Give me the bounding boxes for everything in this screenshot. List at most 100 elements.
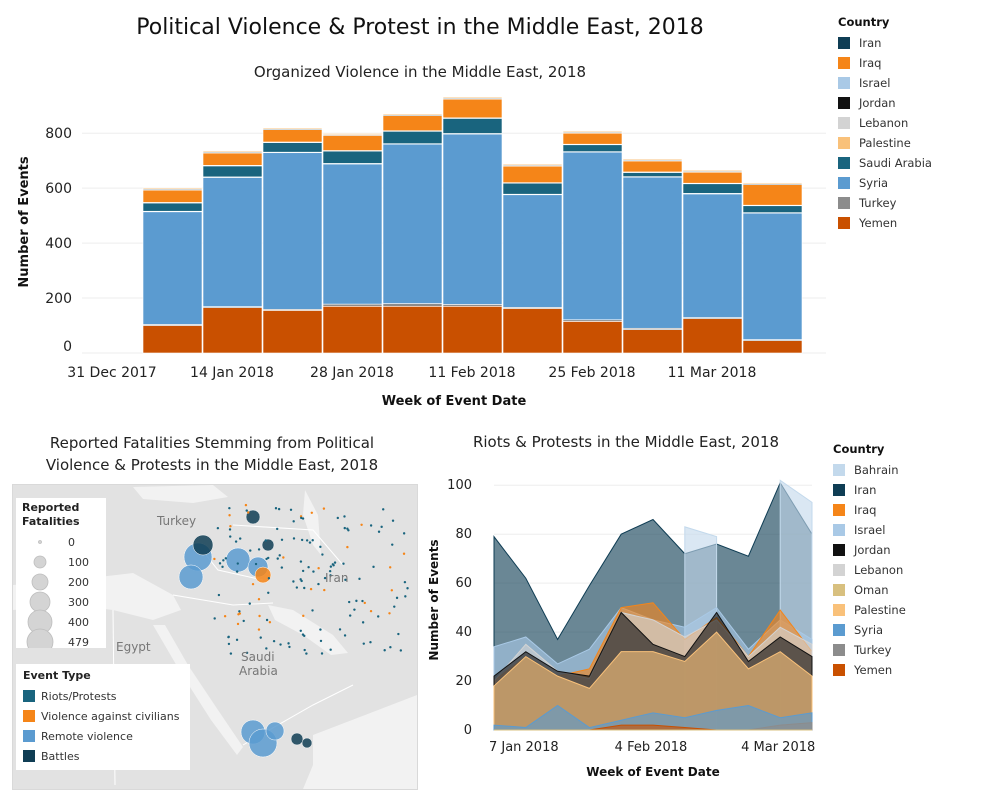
map-marker-small[interactable] [360,523,363,526]
bar-segment-iraq[interactable] [262,129,323,143]
map-marker-small[interactable] [323,576,327,580]
map-marker-small[interactable] [312,570,315,573]
area-series-syria[interactable] [493,704,813,731]
bar-segment-yemen[interactable] [562,321,623,354]
map-marker-small[interactable] [362,642,365,645]
map-marker-small[interactable] [343,634,347,637]
map-marker-small[interactable] [317,567,320,570]
legend-item-saudi-arabia[interactable]: Saudi Arabia [838,153,932,173]
area-series-palestine[interactable] [493,631,813,731]
bar-segment-saudi-arabia[interactable] [382,130,443,144]
bar-segment-palestine[interactable] [142,187,203,190]
map-marker-small[interactable] [287,642,290,645]
legend-item-palestine[interactable]: Palestine [833,600,906,620]
map-marker-small[interactable] [343,515,346,518]
bar-segment-yemen[interactable] [382,305,443,354]
map-marker-small[interactable] [264,539,268,542]
map-marker-small[interactable] [402,552,406,555]
bar-segment-saudi-arabia[interactable] [442,118,503,134]
map-marker-small[interactable] [228,506,231,510]
map-marker-small[interactable] [361,621,365,624]
map-marker-small[interactable] [227,635,230,639]
map-marker-small[interactable] [301,633,305,636]
map-marker-small[interactable] [308,541,312,544]
map-marker-small[interactable] [299,560,303,563]
legend-item-iran[interactable]: Iran [838,33,932,53]
map-marker-small[interactable] [276,557,279,560]
map-marker-small[interactable] [305,539,309,542]
map-marker-small[interactable] [221,565,224,569]
bar-segment-iraq[interactable] [322,135,383,151]
map-marker-small[interactable] [380,525,383,529]
map-marker-small[interactable] [279,643,282,646]
legend-item-israel[interactable]: Israel [833,520,906,540]
map-marker-small[interactable] [234,540,238,543]
map-marker-small[interactable] [238,610,241,613]
map-marker-small[interactable] [399,649,403,652]
bar-segment-palestine[interactable] [562,130,623,133]
map-marker-small[interactable] [303,586,306,590]
legend-item-syria[interactable]: Syria [838,173,932,193]
event-legend-remote-violence[interactable]: Remote violence [23,726,190,746]
map-marker-small[interactable] [216,526,220,530]
bar-segment-syria[interactable] [262,152,323,310]
legend-item-iraq[interactable]: Iraq [833,500,906,520]
map-marker-battles[interactable] [245,509,261,525]
bar-segment-turkey[interactable] [382,303,443,307]
map-marker-small[interactable] [249,549,252,552]
map-marker-small[interactable] [342,562,345,565]
legend-item-lebanon[interactable]: Lebanon [833,560,906,580]
map-marker-small[interactable] [377,530,381,533]
bar-segment-saudi-arabia[interactable] [622,172,683,177]
map-marker-small[interactable] [227,642,231,646]
legend-item-iran[interactable]: Iran [833,480,906,500]
legend-item-jordan[interactable]: Jordan [838,93,932,113]
legend-item-jordan[interactable]: Jordan [833,540,906,560]
map-marker-small[interactable] [228,514,231,517]
bar-segment-yemen[interactable] [142,325,203,354]
legend-item-turkey[interactable]: Turkey [838,193,932,213]
map-marker-battles[interactable] [261,538,275,552]
bar-segment-iraq[interactable] [502,165,563,183]
map-marker-small[interactable] [292,520,295,523]
bar-segment-saudi-arabia[interactable] [202,165,263,178]
map-marker-small[interactable] [217,593,221,597]
map-marker-small[interactable] [311,609,314,612]
map-marker-small[interactable] [343,526,346,530]
map-marker-small[interactable] [404,595,407,598]
map-marker-small[interactable] [363,601,366,605]
map-marker-small[interactable] [257,597,261,601]
bar-segment-iraq[interactable] [142,189,203,203]
map-marker-small[interactable] [228,528,232,531]
map-marker-small[interactable] [393,605,396,608]
map-marker-small[interactable] [403,580,407,584]
bar-segment-iraq[interactable] [562,132,623,145]
bar-segment-syria[interactable] [202,177,263,307]
map-marker-small[interactable] [397,632,400,636]
map-marker-small[interactable] [372,565,375,569]
map-marker-small[interactable] [303,648,306,652]
map-marker-small[interactable] [328,569,332,573]
map-marker-small[interactable] [223,615,227,618]
map-marker-small[interactable] [224,557,228,560]
map-marker-small[interactable] [383,649,386,652]
bar-segment-syria[interactable] [442,133,503,305]
map-marker-small[interactable] [369,609,373,613]
bar-segment-syria[interactable] [322,163,383,305]
map-marker-small[interactable] [213,557,216,561]
map-marker-small[interactable] [282,556,285,559]
map-marker-small[interactable] [305,652,308,655]
bar-segment-turkey[interactable] [322,303,383,307]
map-marker-small[interactable] [267,577,271,580]
map-marker-small[interactable] [389,645,392,649]
bar-segment-iraq[interactable] [442,98,503,119]
bar-segment-yemen[interactable] [502,308,563,354]
map-marker-small[interactable] [377,615,380,618]
map-marker-small[interactable] [299,629,302,632]
legend-item-palestine[interactable]: Palestine [838,133,932,153]
map-marker-small[interactable] [319,628,322,631]
map-marker-small[interactable] [258,614,261,618]
bar-segment-yemen[interactable] [202,307,263,354]
map-marker-small[interactable] [395,596,399,600]
bar-segment-palestine[interactable] [502,163,563,166]
